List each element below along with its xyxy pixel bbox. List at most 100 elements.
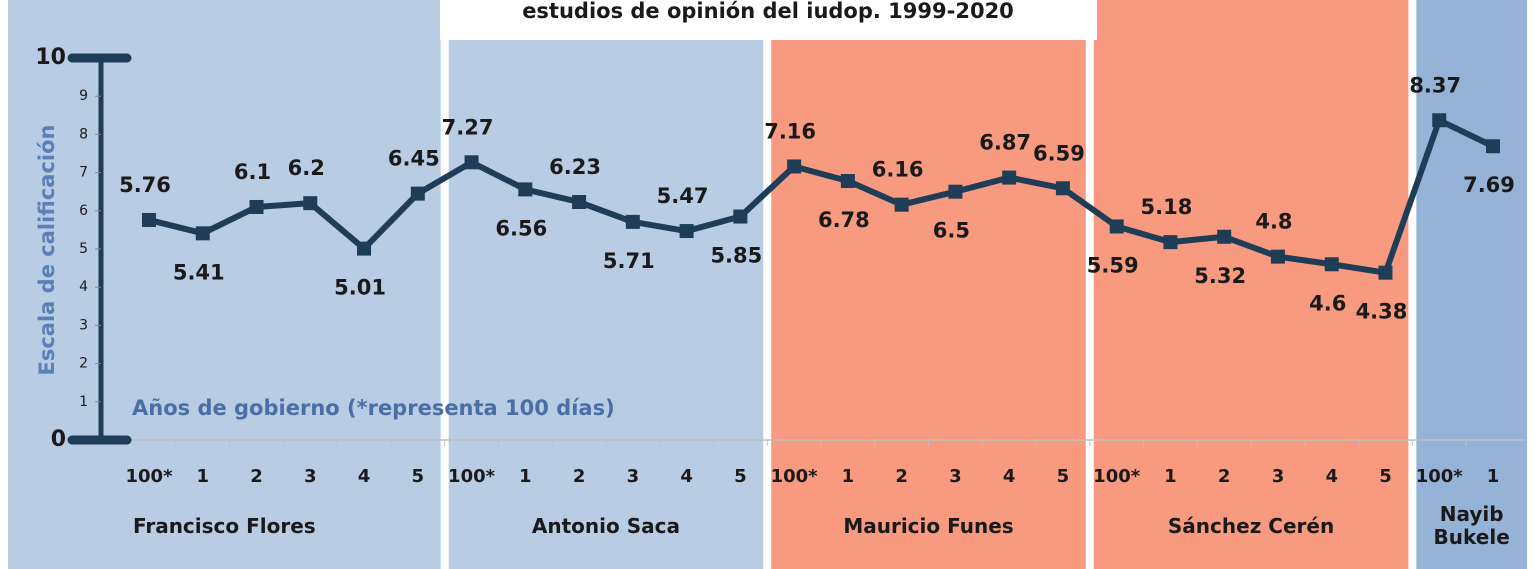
chart-title: estudios de opinión del iudop. 1999-2020 xyxy=(522,0,1014,23)
x-tick-label: 1 xyxy=(842,466,855,487)
x-tick-label: 5 xyxy=(734,466,747,487)
y-tick-label: 8 xyxy=(79,126,88,142)
annotation: Años de gobierno (*representa 100 días) xyxy=(132,396,615,420)
data-label: 6.78 xyxy=(818,208,870,232)
x-tick-label: 3 xyxy=(949,466,962,487)
y-tick-label: 9 xyxy=(79,88,88,104)
data-label: 4.8 xyxy=(1255,210,1292,234)
marker xyxy=(1217,229,1232,244)
marker xyxy=(1324,257,1339,272)
marker xyxy=(410,186,425,201)
data-line xyxy=(148,117,1495,276)
marker xyxy=(1055,181,1070,196)
x-tick-label: 4 xyxy=(680,466,693,487)
group-label: Francisco Flores xyxy=(132,514,316,538)
marker xyxy=(625,214,640,229)
group-label: Antonio Saca xyxy=(531,514,680,538)
government-band xyxy=(1416,0,1527,569)
x-tick-label: 1 xyxy=(196,466,209,487)
data-label: 6.45 xyxy=(388,147,440,171)
government-band xyxy=(1093,0,1409,569)
marker xyxy=(840,174,855,189)
marker xyxy=(142,212,156,227)
data-label: 7.16 xyxy=(764,119,816,143)
data-label: 6.23 xyxy=(549,155,601,179)
data-label: 7.27 xyxy=(442,115,494,139)
group-label: Mauricio Funes xyxy=(843,514,1014,538)
x-tick-label: 5 xyxy=(1057,466,1070,487)
x-tick-label: 3 xyxy=(627,466,640,487)
data-label: 6.5 xyxy=(933,219,970,243)
y-tick-label: 2 xyxy=(79,356,88,372)
data-label: 5.85 xyxy=(710,244,762,268)
x-tick-label: 1 xyxy=(519,466,532,487)
government-band xyxy=(448,0,764,569)
x-tick-label: 4 xyxy=(358,466,371,487)
x-tick-label: 2 xyxy=(895,466,908,487)
x-tick-label: 100* xyxy=(771,466,819,487)
marker xyxy=(518,182,533,197)
y-tick-label: 5 xyxy=(79,241,88,257)
title-box xyxy=(440,0,1097,40)
y-tick-label: 7 xyxy=(79,165,88,181)
government-band xyxy=(771,0,1086,569)
data-label: 6.16 xyxy=(872,158,924,182)
data-label: 5.32 xyxy=(1194,264,1246,288)
marker xyxy=(303,196,318,211)
data-label: 6.59 xyxy=(1033,141,1085,165)
marker xyxy=(249,199,264,214)
data-label: 7.69 xyxy=(1463,173,1515,197)
marker xyxy=(1270,249,1285,264)
marker xyxy=(1378,265,1393,280)
marker xyxy=(679,224,694,239)
data-label: 6.1 xyxy=(234,160,271,184)
data-label: 8.37 xyxy=(1409,73,1461,97)
x-tick-label: 1 xyxy=(1164,466,1177,487)
marker xyxy=(787,159,802,174)
data-label: 5.18 xyxy=(1141,195,1193,219)
x-tick-label: 2 xyxy=(250,466,263,487)
marker xyxy=(195,226,210,241)
marker xyxy=(1486,139,1500,154)
x-tick-label: 100* xyxy=(126,466,174,487)
marker xyxy=(1002,170,1017,185)
data-label: 5.71 xyxy=(603,249,655,273)
x-tick-label: 100* xyxy=(1416,466,1464,487)
y-tick-label: 0 xyxy=(51,427,66,452)
x-tick-label: 5 xyxy=(1379,466,1392,487)
data-label: 6.2 xyxy=(288,156,325,180)
marker xyxy=(1109,219,1124,234)
x-tick-label: 2 xyxy=(1218,466,1231,487)
group-label: Nayib Bukele xyxy=(1433,502,1510,549)
y-tick-label: 1 xyxy=(79,394,88,410)
group-label: Sánchez Cerén xyxy=(1167,514,1335,538)
x-tick-label: 2 xyxy=(573,466,586,487)
marker xyxy=(357,241,372,256)
data-label: 5.41 xyxy=(173,260,225,284)
data-label: 5.47 xyxy=(657,184,709,208)
marker xyxy=(1432,113,1447,128)
x-tick-label: 4 xyxy=(1003,466,1016,487)
data-label: 6.87 xyxy=(979,131,1031,155)
marker xyxy=(894,197,909,212)
y-tick-label: 6 xyxy=(79,203,88,219)
marker xyxy=(733,209,748,224)
x-tick-label: 100* xyxy=(1093,466,1141,487)
data-label: 4.6 xyxy=(1309,291,1346,315)
x-tick-label: 3 xyxy=(1272,466,1285,487)
data-label: 5.59 xyxy=(1087,253,1139,277)
marker xyxy=(572,195,587,210)
data-label: 4.38 xyxy=(1356,300,1408,324)
y-axis-label: Escala de calificación xyxy=(35,125,59,376)
y-tick-label: 3 xyxy=(79,317,88,333)
x-tick-label: 1 xyxy=(1487,466,1500,487)
y-tick-label: 4 xyxy=(79,279,88,295)
government-band xyxy=(8,0,441,569)
y-tick-label: 10 xyxy=(35,45,66,70)
marker xyxy=(464,155,479,170)
data-label: 6.56 xyxy=(495,216,547,240)
marker xyxy=(948,184,963,199)
data-label: 5.76 xyxy=(119,173,171,197)
x-tick-label: 4 xyxy=(1325,466,1338,487)
marker xyxy=(1163,235,1178,250)
